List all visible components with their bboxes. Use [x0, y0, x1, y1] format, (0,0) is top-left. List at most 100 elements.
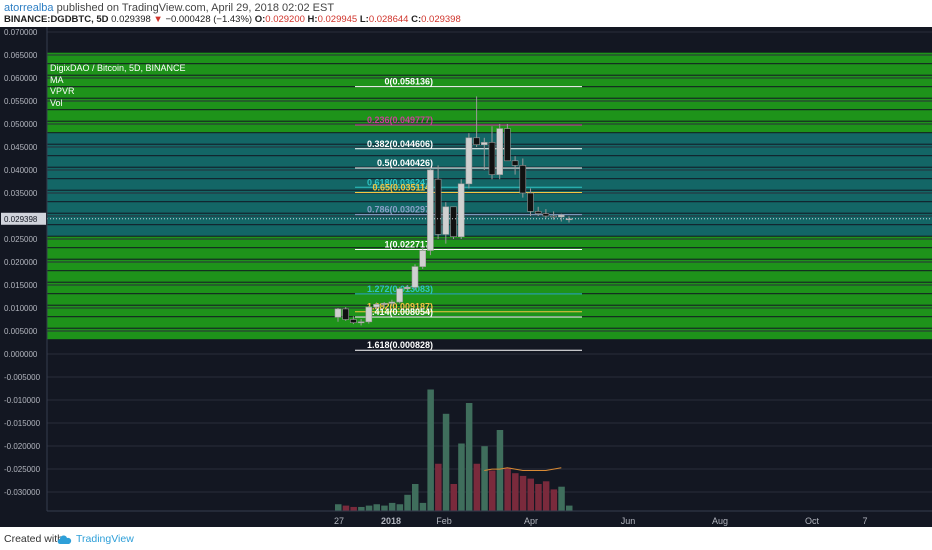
candle-body [350, 319, 357, 324]
candle-body [450, 206, 457, 238]
volume-bar [504, 467, 511, 511]
price-tick-label: 0.015000 [4, 281, 38, 290]
candle-body [442, 206, 450, 235]
legend-item-vpvr[interactable]: VPVR [50, 86, 75, 96]
price-tick-label: 0.005000 [4, 327, 38, 336]
legend-item-vol[interactable]: Vol [50, 97, 63, 108]
volume-bar [419, 502, 427, 511]
volume-bar [373, 504, 380, 511]
vpvr-band [47, 213, 932, 225]
vpvr-band [47, 317, 932, 328]
volume-bar [442, 413, 450, 511]
close-label: C: [411, 14, 422, 25]
vpvr-band [47, 202, 932, 213]
vpvr-band [47, 248, 932, 259]
grid-lines [47, 31, 932, 493]
vpvr-band [47, 305, 932, 317]
high-value: 0.029945 [317, 14, 358, 25]
volume-bar [566, 505, 573, 511]
legend-title: DigixDAO / Bitcoin, 5D, BINANCE [50, 63, 186, 73]
chart-area[interactable]: 0(0.058136) 0.236(0.049777) 0.382(0.044606… [0, 27, 932, 527]
chart-legend: DigixDAO / Bitcoin, 5D, BINANCE MA VPVR … [50, 63, 186, 109]
volume-bar [519, 475, 527, 511]
price-tick-label: 0.050000 [4, 120, 38, 129]
low-label: L: [359, 14, 369, 25]
chart-canvas[interactable]: 0(0.058136) 0.236(0.049777) 0.382(0.044606… [0, 27, 932, 527]
volume-bar [481, 446, 488, 511]
open-label: O: [254, 14, 266, 25]
down-arrow-icon: ▼ [153, 14, 163, 25]
volume-bar [550, 489, 558, 511]
time-tick-label: Oct [805, 516, 820, 526]
high-label: H: [307, 14, 318, 25]
volume-bar [542, 481, 550, 511]
price-axis-background [0, 27, 47, 527]
last-price: 0.029398 [111, 14, 151, 25]
close-value: 0.029398 [421, 14, 461, 25]
price-tick-label: -0.025000 [4, 465, 41, 474]
vpvr-band [47, 133, 932, 144]
legend-item-ma[interactable]: MA [50, 74, 64, 85]
price-tick-label: 0.035000 [4, 189, 38, 198]
price-tick-label: 0.000000 [4, 350, 38, 359]
current-price-tag: 0.029398 [1, 212, 46, 225]
vpvr-band [47, 271, 932, 282]
volume-bars [335, 389, 573, 511]
candle-body [419, 250, 427, 267]
volume-bar [381, 505, 388, 511]
price-tick-label: 0.055000 [4, 97, 38, 106]
candle-body [457, 183, 465, 238]
time-axis[interactable]: 27 2018 Feb Apr Jun Aug Oct 7 [334, 516, 868, 526]
candle-body [365, 306, 373, 323]
volume-bar [404, 494, 411, 511]
candle-body [527, 192, 534, 212]
time-tick-label: Apr [524, 516, 538, 526]
volume-bar [450, 484, 457, 511]
vpvr-band [47, 259, 932, 271]
price-tick-label: 0.070000 [4, 28, 38, 37]
volume-bar [458, 443, 465, 511]
fib-level-label: 0.382(0.044606) [367, 139, 433, 149]
volume-bar [365, 505, 373, 511]
fib-level-label: 0.618(0.036247) [367, 177, 433, 187]
candle-body [504, 128, 511, 162]
volume-bar [350, 506, 357, 511]
volume-bar [388, 502, 396, 511]
vpvr-band [47, 328, 932, 340]
time-tick-label: 2018 [381, 516, 401, 526]
vpvr-band [47, 121, 932, 133]
candle-body [473, 137, 480, 146]
candle-body [434, 178, 442, 235]
price-tick-label: -0.010000 [4, 396, 41, 405]
vpvr-band [47, 294, 932, 305]
price-axis[interactable]: 0.070000 0.065000 0.060000 0.055000 0.050000… [4, 28, 41, 497]
price-tick-label: 0.060000 [4, 74, 38, 83]
vpvr-band [47, 110, 932, 121]
created-with-text: Created with [4, 533, 63, 545]
vpvr-band [47, 225, 932, 236]
candle-body [396, 288, 403, 303]
candle-body [488, 142, 496, 175]
author-link[interactable]: atorrealba [4, 2, 54, 14]
volume-bar [358, 506, 365, 511]
fib-level-label: 1.618(0.000828) [367, 340, 433, 350]
volume-bar [489, 470, 496, 511]
volume-bar [527, 478, 534, 511]
vpvr-band [47, 52, 932, 64]
tradingview-brand-link[interactable]: TradingView [76, 533, 134, 545]
candle-body [496, 128, 504, 175]
volume-bar [512, 473, 519, 511]
vpvr-band [47, 190, 932, 202]
symbol-label: BINANCE:DGDBTC, 5D [4, 14, 109, 25]
candles [334, 96, 573, 326]
price-tick-label: 0.010000 [4, 304, 38, 313]
volume-bar [335, 504, 342, 511]
header-bar: atorrealba published on TradingView.com,… [0, 0, 932, 26]
fib-level-label: 1(0.022717) [384, 240, 433, 250]
current-price-tag-label: 0.029398 [4, 215, 38, 224]
volume-bar [435, 463, 442, 511]
candle-body [480, 142, 488, 146]
quote-line: BINANCE:DGDBTC, 5D 0.029398 ▼ −0.000428 … [4, 14, 461, 25]
axes-background [0, 27, 932, 527]
price-tick-label: 0.045000 [4, 143, 38, 152]
